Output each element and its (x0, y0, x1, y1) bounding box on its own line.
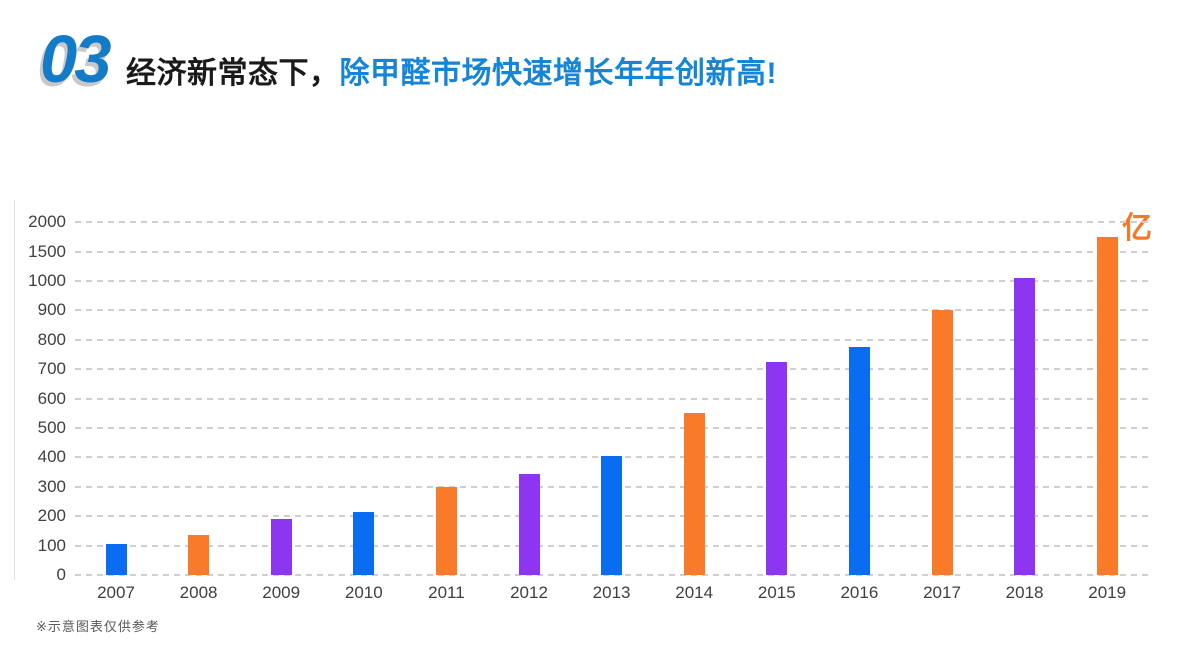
page-title: 经济新常态下，除甲醛市场快速增长年年创新高! (126, 55, 777, 93)
x-tick-label-2018: 2018 (1005, 583, 1044, 602)
x-tick-label-2011: 2011 (428, 583, 465, 602)
x-tick-label-2013: 2013 (592, 583, 631, 602)
bar-2011 (435, 486, 457, 575)
bar-2012 (518, 473, 540, 575)
y-tick-label-300: 300 (37, 476, 66, 496)
x-tick-label-2014: 2014 (675, 583, 714, 602)
bar-2017 (931, 310, 953, 575)
x-tick-label-2007: 2007 (97, 583, 135, 602)
y-tick-label-0: 0 (56, 565, 66, 584)
gridline-0 (75, 574, 1151, 576)
y-tick-label-900: 900 (37, 300, 66, 320)
x-tick-label-2017: 2017 (923, 583, 961, 602)
bar-2016 (848, 347, 870, 575)
y-tick-label-500: 500 (37, 418, 66, 437)
page-title-blue-part: 除甲醛市场快速增长年年创新高! (339, 57, 777, 90)
x-tick-label-2008: 2008 (179, 583, 218, 602)
y-tick-label-700: 700 (37, 359, 66, 379)
y-tick-label-100: 100 (37, 535, 66, 555)
gridline-600 (75, 397, 1151, 400)
gridline-800 (75, 338, 1151, 341)
y-tick-label-1500: 1500 (28, 241, 66, 261)
bar-2008 (188, 535, 210, 575)
bar-2013 (601, 455, 623, 575)
x-tick-label-2019: 2019 (1088, 583, 1127, 602)
y-tick-label-600: 600 (37, 388, 66, 408)
gridline-1500 (75, 250, 1151, 253)
x-tick-label-2016: 2016 (840, 583, 879, 602)
bar-2018 (1014, 278, 1036, 575)
y-tick-label-1000: 1000 (28, 271, 66, 290)
x-tick-label-2010: 2010 (344, 583, 383, 602)
bar-2007 (105, 544, 127, 575)
gridline-900 (75, 309, 1151, 312)
section-number: 03 (40, 22, 112, 97)
bar-2019 (1096, 236, 1118, 575)
gridline-2000 (75, 221, 1151, 224)
bar-2015 (766, 361, 788, 575)
bar-2010 (353, 511, 375, 575)
x-tick-label-2015: 2015 (757, 583, 796, 602)
gridline-500 (75, 427, 1151, 429)
y-tick-label-200: 200 (37, 506, 66, 526)
bar-2014 (683, 413, 705, 575)
y-tick-label-400: 400 (37, 447, 66, 467)
bar-2009 (270, 519, 292, 575)
chart-left-edge-line (14, 200, 15, 580)
x-tick-label-2012: 2012 (510, 583, 548, 602)
y-tick-label-800: 800 (37, 329, 66, 349)
x-tick-label-2009: 2009 (262, 583, 301, 602)
gridline-700 (75, 368, 1151, 371)
gridline-1000 (75, 280, 1151, 282)
y-tick-label-2000: 2000 (28, 212, 66, 232)
page-title-black-part: 经济新常态下， (126, 57, 340, 90)
disclaimer-footnote: ※示意图表仅供参考 (36, 619, 160, 634)
y-axis-unit-label: 亿 (1122, 212, 1152, 245)
